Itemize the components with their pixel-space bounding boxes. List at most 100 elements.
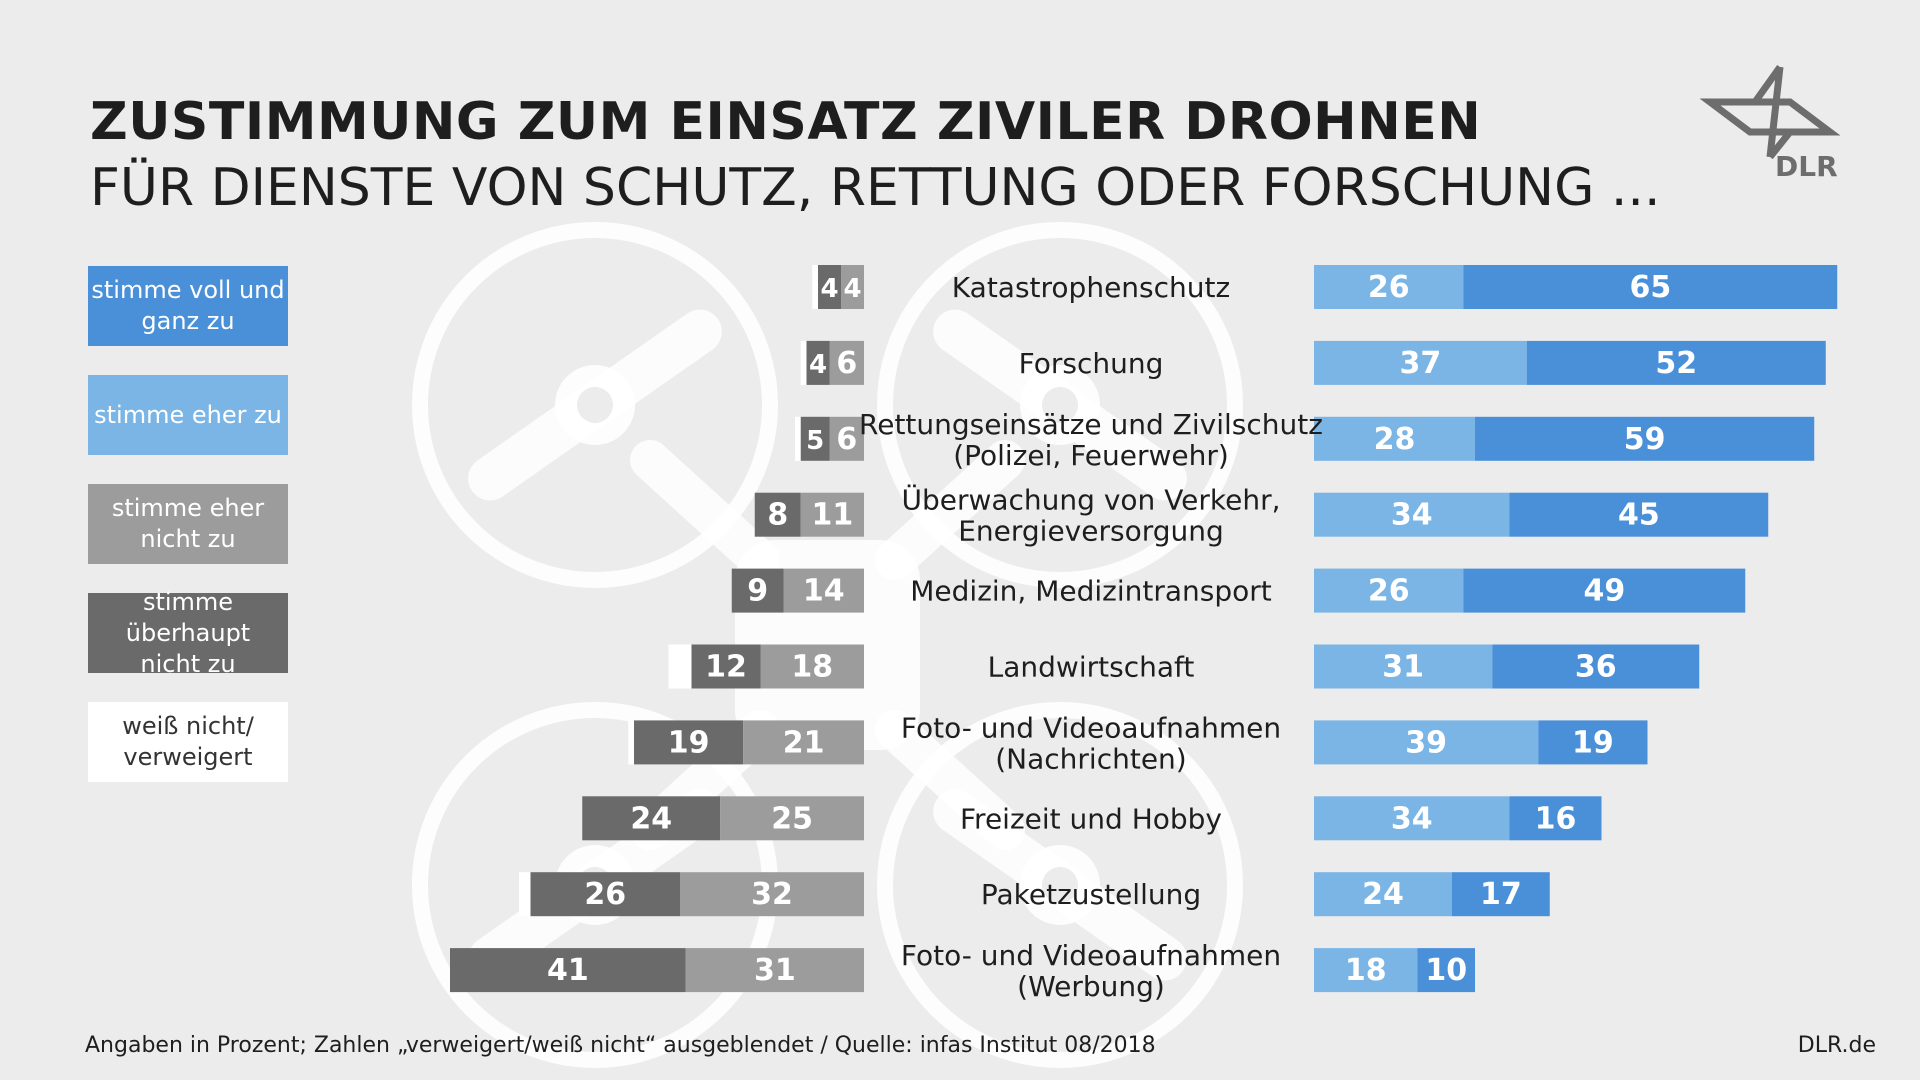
category-label: Freizeit und Hobby	[960, 802, 1222, 835]
drone-rotor-ring-3	[877, 702, 1243, 1068]
bar-eher-zu	[1314, 720, 1539, 765]
bar-eher-zu	[1314, 948, 1418, 993]
data-label-ueberhaupt-nicht: 5	[806, 426, 824, 456]
data-label-eher-nicht: 21	[783, 725, 825, 760]
data-label-eher-nicht: 18	[791, 650, 833, 685]
bar-voll-und-ganz	[1509, 796, 1602, 841]
data-label-voll-und-ganz: 59	[1624, 422, 1666, 457]
data-label-voll-und-ganz: 16	[1535, 801, 1577, 836]
bar-eher-zu	[1314, 492, 1510, 537]
bar-eher-zu	[1314, 416, 1475, 461]
data-label-eher-zu: 31	[1382, 650, 1424, 685]
drone-arms	[630, 440, 1025, 850]
legend-item: stimme voll und ganz zu	[88, 266, 288, 346]
bar-voll-und-ganz	[1463, 568, 1746, 613]
bar-weiss-nicht	[519, 872, 531, 917]
legend-item: stimme eher zu	[88, 375, 288, 455]
data-label-eher-zu: 24	[1362, 877, 1404, 912]
bar-ueberhaupt-nicht	[691, 644, 761, 689]
data-label-eher-zu: 18	[1345, 953, 1387, 988]
data-label-ueberhaupt-nicht: 26	[584, 877, 626, 912]
bar-eher-zu	[1314, 796, 1510, 841]
category-label: Katastrophenschutz	[952, 271, 1230, 304]
bar-eher-nicht	[743, 720, 864, 765]
category-label: Foto- und Videoaufnahmen (Werbung)	[901, 939, 1281, 1003]
data-label-voll-und-ganz: 45	[1618, 498, 1660, 533]
bar-weiss-nicht	[812, 265, 818, 309]
category-label: Foto- und Videoaufnahmen (Nachrichten)	[901, 711, 1281, 775]
bar-eher-zu	[1314, 340, 1527, 385]
data-label-ueberhaupt-nicht: 41	[547, 953, 589, 988]
data-label-eher-nicht: 6	[836, 346, 857, 381]
bar-eher-nicht	[841, 265, 864, 309]
data-label-ueberhaupt-nicht: 8	[767, 498, 788, 533]
footer-site: DLR.de	[1797, 1033, 1876, 1058]
data-label-voll-und-ganz: 52	[1655, 346, 1697, 381]
data-label-ueberhaupt-nicht: 9	[747, 574, 768, 609]
bar-voll-und-ganz	[1463, 265, 1838, 309]
bar-eher-zu	[1314, 644, 1493, 689]
bar-ueberhaupt-nicht	[582, 796, 721, 841]
data-label-eher-nicht: 14	[803, 574, 845, 609]
dlr-logo-icon	[1700, 64, 1840, 160]
bar-weiss-nicht	[800, 340, 807, 385]
drone-propeller-1	[933, 309, 1187, 501]
data-label-eher-nicht: 6	[836, 422, 857, 457]
bar-voll-und-ganz	[1526, 340, 1826, 385]
bar-ueberhaupt-nicht	[806, 340, 830, 385]
bar-weiss-nicht	[628, 720, 634, 765]
data-label-eher-zu: 34	[1391, 801, 1433, 836]
data-label-eher-zu: 26	[1368, 574, 1410, 609]
category-label: Forschung	[1019, 347, 1164, 380]
footer-source: Angaben in Prozent; Zahlen „verweigert/w…	[85, 1033, 1156, 1058]
category-label: Medizin, Medizintransport	[910, 575, 1272, 608]
data-label-eher-zu: 26	[1368, 270, 1410, 305]
data-label-ueberhaupt-nicht: 4	[820, 274, 838, 304]
category-label: Paketzustellung	[981, 878, 1201, 911]
category-label: Überwachung von Verkehr, Energieversorgun…	[901, 483, 1280, 548]
data-label-eher-zu: 28	[1374, 422, 1416, 457]
bar-voll-und-ganz	[1538, 720, 1648, 765]
data-label-voll-und-ganz: 17	[1480, 877, 1522, 912]
bar-eher-nicht	[680, 872, 864, 917]
legend-item: stimme eher nicht zu	[88, 484, 288, 564]
bar-eher-zu	[1314, 568, 1464, 613]
chart-title: ZUSTIMMUNG ZUM EINSATZ ZIVILER DROHNEN	[90, 92, 1482, 152]
bar-voll-und-ganz	[1475, 416, 1815, 461]
bar-eher-nicht	[829, 416, 864, 461]
data-label-voll-und-ganz: 19	[1572, 725, 1614, 760]
data-label-eher-zu: 37	[1400, 346, 1442, 381]
bar-ueberhaupt-nicht	[731, 568, 784, 613]
bar-eher-nicht	[783, 568, 864, 613]
bar-voll-und-ganz	[1417, 948, 1475, 993]
bar-voll-und-ganz	[1492, 644, 1700, 689]
data-label-voll-und-ganz: 36	[1575, 650, 1617, 685]
legend-item: stimme überhaupt nicht zu	[88, 588, 288, 678]
chart-subtitle: FÜR DIENSTE VON SCHUTZ, RETTUNG ODER FOR…	[90, 158, 1661, 218]
legend-item: weiß nicht/ verweigert	[88, 702, 288, 782]
data-label-eher-nicht: 11	[812, 498, 854, 533]
drone-rotor-ring-0	[412, 222, 778, 588]
category-labels-group: Katastrophenschutz Forschung Rettungseinsä…	[859, 271, 1323, 1003]
bar-weiss-nicht	[668, 644, 692, 689]
category-label: Rettungseinsätze und Zivilschutz (Polizei…	[859, 408, 1323, 472]
data-label-voll-und-ganz: 10	[1425, 953, 1467, 988]
bar-eher-nicht	[800, 492, 864, 537]
bar-ueberhaupt-nicht	[634, 720, 744, 765]
bar-ueberhaupt-nicht	[530, 872, 680, 917]
data-label-ueberhaupt-nicht: 4	[809, 350, 827, 380]
drone-rotor-ring-1	[877, 222, 1243, 588]
bar-eher-nicht	[720, 796, 864, 841]
data-label-eher-nicht: 31	[754, 953, 796, 988]
data-label-ueberhaupt-nicht: 19	[668, 725, 710, 760]
category-label: Landwirtschaft	[988, 651, 1195, 684]
drone-propeller-0	[468, 309, 722, 501]
bar-eher-nicht	[760, 644, 864, 689]
data-label-ueberhaupt-nicht: 24	[630, 801, 672, 836]
bar-eher-nicht	[685, 948, 864, 993]
data-label-eher-nicht: 4	[843, 274, 861, 304]
data-label-eher-zu: 34	[1391, 498, 1433, 533]
bar-weiss-nicht	[795, 416, 801, 461]
data-label-eher-nicht: 32	[751, 877, 793, 912]
